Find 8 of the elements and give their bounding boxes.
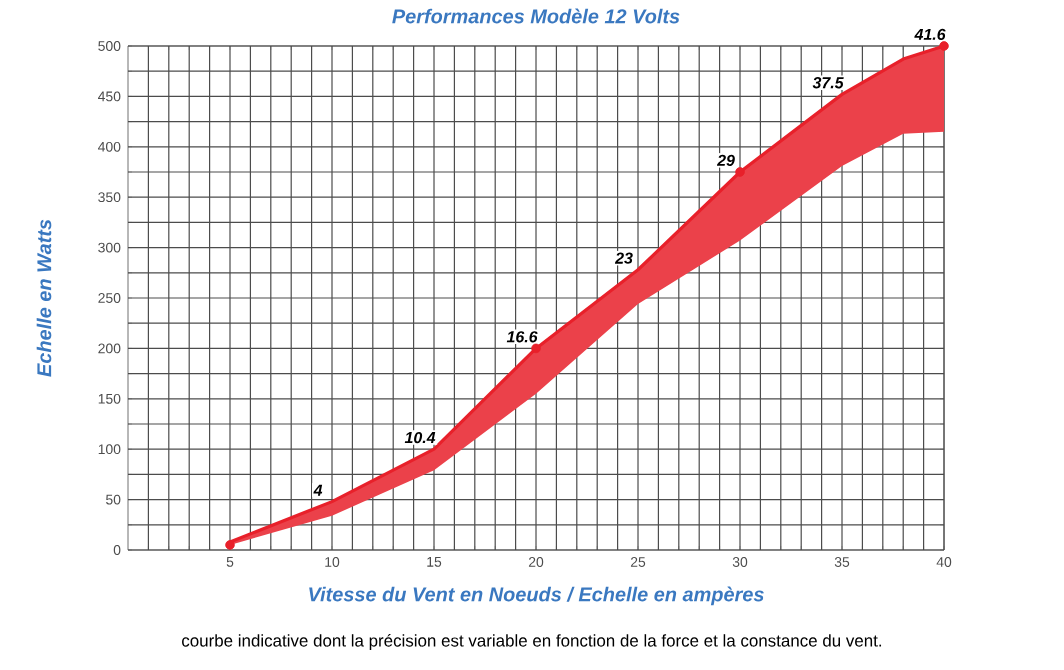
point bbox=[735, 167, 745, 177]
point bbox=[939, 41, 949, 51]
point bbox=[225, 540, 235, 550]
chart-title: Performances Modèle 12 Volts bbox=[392, 8, 680, 24]
text: courbe indicative dont la précision est variable en fonction de la force et la constance du vent. bbox=[182, 634, 882, 650]
point bbox=[531, 343, 541, 354]
y-axis-title: Echelle en Watts bbox=[36, 219, 52, 377]
x-axis-title: Vitesse du Vent en Noeuds / Echelle en ampères bbox=[309, 586, 764, 606]
